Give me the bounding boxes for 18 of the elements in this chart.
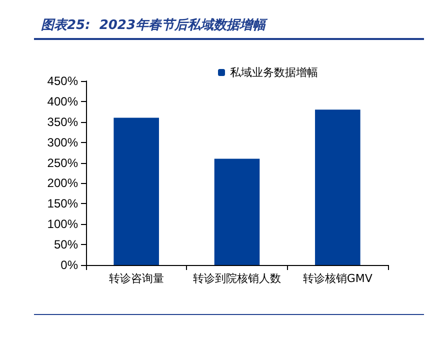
y-tick-label: 250% (47, 156, 78, 170)
y-tick-label: 450% (47, 74, 78, 88)
x-tick-label: 转诊核销GMV (302, 272, 373, 285)
bar (114, 118, 159, 265)
bar (214, 158, 260, 265)
y-tick-label: 0% (60, 258, 78, 272)
bar (315, 110, 360, 265)
legend-label: 私域业务数据增幅 (230, 66, 318, 79)
x-tick-label: 转诊到院核销人数 (193, 272, 281, 285)
chart-title: 图表25: 2023年春节后私域数据增幅 (41, 17, 269, 33)
y-tick-label: 50% (54, 238, 78, 252)
y-tick-label: 200% (47, 176, 78, 190)
y-tick-label: 400% (47, 94, 78, 108)
y-tick-label: 100% (47, 217, 78, 232)
y-tick-label: 300% (47, 135, 78, 150)
x-tick-label: 转诊咨询量 (108, 272, 164, 285)
y-tick-label: 150% (47, 196, 78, 211)
y-tick-label: 350% (47, 114, 78, 129)
